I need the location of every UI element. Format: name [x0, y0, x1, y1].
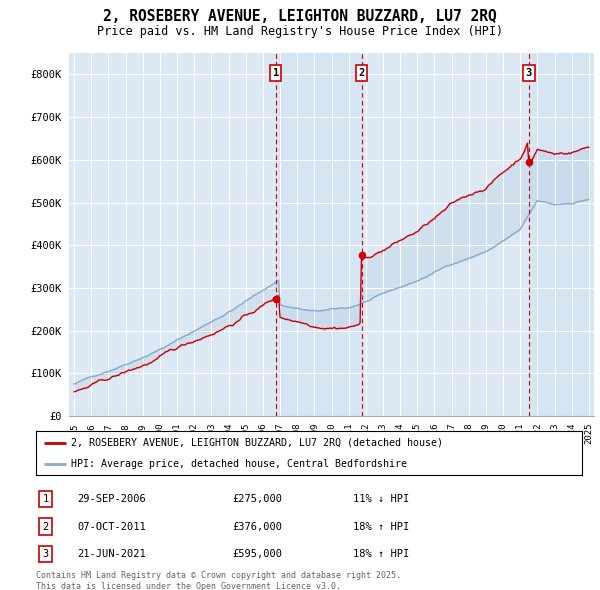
Text: 3: 3 — [526, 68, 532, 78]
Text: £595,000: £595,000 — [233, 549, 283, 559]
Text: 1: 1 — [272, 68, 279, 78]
Text: £376,000: £376,000 — [233, 522, 283, 532]
Text: 18% ↑ HPI: 18% ↑ HPI — [353, 549, 409, 559]
Text: 2, ROSEBERY AVENUE, LEIGHTON BUZZARD, LU7 2RQ (detached house): 2, ROSEBERY AVENUE, LEIGHTON BUZZARD, LU… — [71, 438, 443, 448]
Text: 18% ↑ HPI: 18% ↑ HPI — [353, 522, 409, 532]
Text: 21-JUN-2021: 21-JUN-2021 — [77, 549, 146, 559]
Bar — [276, 53, 362, 416]
Text: Price paid vs. HM Land Registry's House Price Index (HPI): Price paid vs. HM Land Registry's House … — [97, 25, 503, 38]
Text: 07-OCT-2011: 07-OCT-2011 — [77, 522, 146, 532]
Bar — [529, 53, 594, 416]
Text: 1: 1 — [43, 494, 49, 504]
Text: 2: 2 — [43, 522, 49, 532]
Text: £275,000: £275,000 — [233, 494, 283, 504]
Text: 29-SEP-2006: 29-SEP-2006 — [77, 494, 146, 504]
Text: 2: 2 — [358, 68, 365, 78]
Text: 11% ↓ HPI: 11% ↓ HPI — [353, 494, 409, 504]
Text: HPI: Average price, detached house, Central Bedfordshire: HPI: Average price, detached house, Cent… — [71, 459, 407, 469]
Text: Contains HM Land Registry data © Crown copyright and database right 2025.
This d: Contains HM Land Registry data © Crown c… — [36, 571, 401, 590]
Text: 3: 3 — [43, 549, 49, 559]
Text: 2, ROSEBERY AVENUE, LEIGHTON BUZZARD, LU7 2RQ: 2, ROSEBERY AVENUE, LEIGHTON BUZZARD, LU… — [103, 9, 497, 24]
